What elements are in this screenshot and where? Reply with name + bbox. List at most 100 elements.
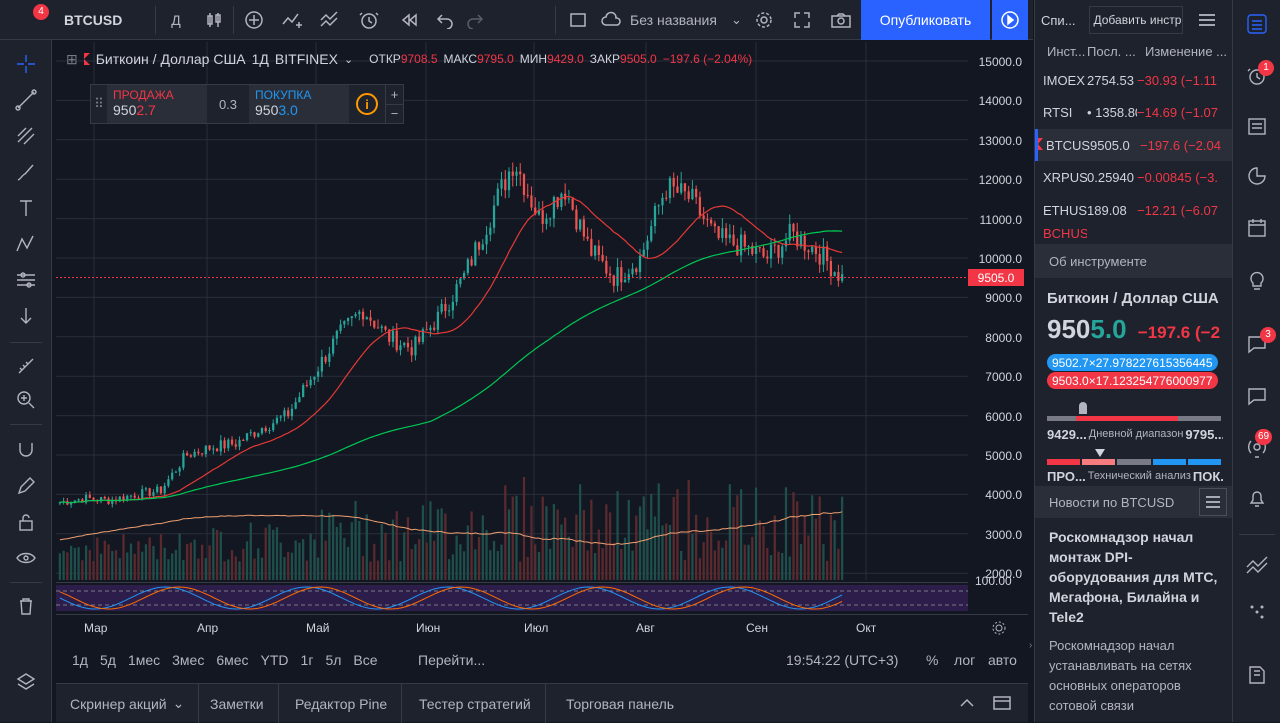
news-menu-icon[interactable] [1199, 488, 1227, 516]
volume-bar [395, 511, 398, 580]
log-toggle[interactable]: лог [954, 652, 976, 668]
brush-icon[interactable] [10, 156, 42, 188]
watchlist-tab[interactable]: Спи... [1041, 12, 1076, 28]
price-chart[interactable] [56, 42, 968, 580]
watchlist-row[interactable]: BCHUS [1035, 227, 1233, 241]
camera-icon[interactable] [824, 0, 858, 40]
publish-button[interactable]: Опубликовать [861, 0, 990, 40]
range-button[interactable]: 1д [72, 652, 88, 668]
trendline-icon[interactable] [10, 84, 42, 116]
compare-icon[interactable] [276, 0, 310, 40]
indicators-icon[interactable] [238, 0, 270, 40]
calendar-icon[interactable] [1243, 214, 1271, 242]
candles-icon[interactable] [198, 0, 230, 40]
volume-bar [302, 539, 305, 580]
expand-icon[interactable] [786, 0, 818, 40]
plus-icon[interactable]: + [390, 86, 399, 102]
messages-icon[interactable] [1243, 382, 1271, 410]
pattern-icon[interactable] [10, 228, 42, 260]
templates-icon[interactable] [314, 0, 346, 40]
tab-trading-panel[interactable]: Торговая панель [566, 695, 675, 712]
range-button[interactable]: 1мес [127, 652, 161, 668]
buy-button[interactable]: ПОКУПКА 9503.0 [249, 85, 349, 123]
news-headline[interactable]: Роскомнадзор начал монтаж DPI-оборудован… [1049, 529, 1218, 625]
sell-button[interactable]: ПРОДАЖА 9502.7 [107, 85, 207, 123]
watchlist-row[interactable]: RTSI • 1358.80 −14.69 (−1.07 [1035, 97, 1233, 129]
layout-name-button[interactable]: Без названия ⌄ [600, 0, 748, 40]
ruler-icon[interactable] [10, 350, 42, 382]
tab-pine-editor[interactable]: Редактор Pine [281, 684, 403, 723]
add-symbol-input[interactable]: Добавить инстр [1088, 6, 1184, 34]
watchlist-icon[interactable] [1243, 10, 1271, 38]
oscillator-pane[interactable] [56, 582, 968, 612]
help-icon[interactable] [1243, 660, 1271, 688]
hotlist-icon[interactable] [1243, 162, 1271, 190]
chart-pane[interactable] [56, 42, 968, 580]
settings-icon[interactable] [748, 0, 780, 40]
legend-title[interactable]: Биткоин / Доллар США [95, 51, 246, 67]
watchlist-row[interactable]: IMOEX 2754.53 −30.93 (−1.11 [1035, 64, 1233, 96]
ideas-icon[interactable] [1243, 266, 1271, 294]
crosshair-icon[interactable] [10, 48, 42, 80]
clock-time[interactable]: 19:54:22 (UTC+3) [786, 652, 899, 668]
percent-toggle[interactable]: % [926, 652, 939, 668]
range-button[interactable]: YTD [260, 652, 289, 668]
watchlist-row[interactable]: XRPUS 0.25940 −0.00845 (−3. [1035, 162, 1233, 194]
notifications-icon[interactable] [1243, 484, 1271, 512]
info-icon[interactable]: i [349, 85, 385, 123]
eye-icon[interactable] [10, 542, 42, 574]
replay-icon[interactable] [392, 0, 426, 40]
drag-handle-icon[interactable]: ⠿ [94, 96, 104, 111]
range-button[interactable]: Все [353, 652, 378, 668]
candle-body [429, 327, 432, 331]
auto-toggle[interactable]: авто [988, 652, 1017, 668]
interval-button[interactable]: Д [171, 12, 181, 28]
lock-icon[interactable] [10, 506, 42, 538]
range-button[interactable]: 5д [99, 652, 116, 668]
tab-strategy-tester[interactable]: Тестер стратегий [405, 684, 546, 723]
tab-notes[interactable]: Заметки [196, 684, 279, 723]
news-header[interactable]: Новости по BTCUSD [1035, 486, 1233, 518]
collapse-panel-icon[interactable]: › [1029, 640, 1033, 651]
undo-icon[interactable] [430, 0, 460, 40]
goto-date-button[interactable]: Перейти... [418, 652, 486, 668]
tech-marker-icon [1095, 449, 1105, 457]
volume-bar [122, 534, 125, 580]
details-header[interactable]: Об инструменте [1035, 244, 1233, 278]
price-axis[interactable]: 15000.0 14000.0 13000.0 12000.0 11000.0 10000… [968, 42, 1028, 612]
watchlist-menu-icon[interactable] [1187, 6, 1227, 34]
chevron-up-icon[interactable] [958, 694, 976, 715]
collapse-icon[interactable]: ⊞ [66, 50, 78, 67]
screener-icon[interactable] [1243, 550, 1271, 578]
prediction-icon[interactable] [10, 264, 42, 296]
candle-body [474, 242, 477, 266]
magnet-icon[interactable] [10, 434, 42, 466]
dots-grid-icon[interactable] [1243, 598, 1271, 626]
watchlist-row[interactable]: BTCUS 9505.0 −197.6 (−2.04 [1035, 129, 1233, 161]
trash-icon[interactable] [10, 590, 42, 622]
candle-body [717, 226, 720, 239]
play-icon[interactable] [992, 0, 1028, 40]
fib-icon[interactable] [10, 120, 42, 152]
tab-stock-screener[interactable]: Скринер акций ⌄ [56, 684, 200, 723]
watchlist-row[interactable]: ETHUS 189.08 −12.21 (−6.07 [1035, 194, 1233, 226]
maximize-panel-icon[interactable] [992, 694, 1012, 715]
range-button[interactable]: 5л [325, 652, 342, 668]
layers-icon[interactable] [10, 666, 42, 698]
time-axis[interactable]: Мар Апр Май Июн Июл Авг Сен Окт [56, 614, 1028, 642]
data-window-icon[interactable] [1243, 112, 1271, 140]
lock-pencil-icon[interactable] [10, 470, 42, 502]
minus-icon[interactable]: − [386, 103, 403, 124]
range-button[interactable]: 6мес [216, 652, 249, 668]
arrow-down-icon[interactable] [10, 300, 42, 332]
symbol-search-button[interactable]: BTCUSD [52, 0, 152, 40]
range-button[interactable]: 3мес [172, 652, 205, 668]
zoom-in-icon[interactable] [10, 384, 42, 416]
axis-settings-icon[interactable] [990, 619, 1008, 640]
fullscreen-layout-icon[interactable] [562, 0, 594, 40]
chevron-down-icon[interactable]: ⌄ [343, 53, 354, 66]
range-button[interactable]: 1г [300, 652, 314, 668]
text-icon[interactable] [10, 192, 42, 224]
alert-icon[interactable] [352, 0, 386, 40]
redo-icon[interactable] [460, 0, 490, 40]
